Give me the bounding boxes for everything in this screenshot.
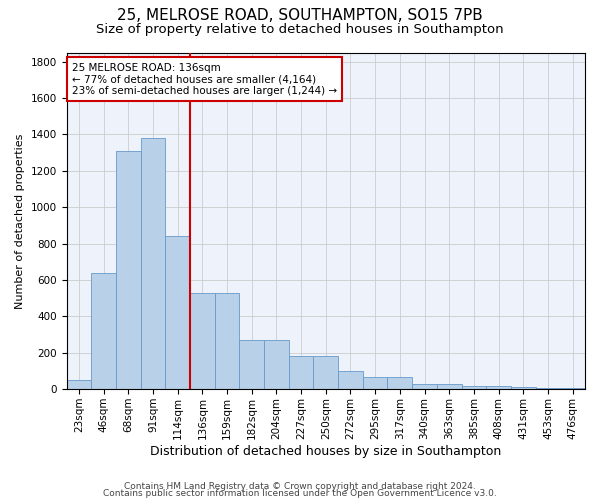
Bar xyxy=(116,151,140,389)
Text: Contains public sector information licensed under the Open Government Licence v3: Contains public sector information licen… xyxy=(103,489,497,498)
Text: Contains HM Land Registry data © Crown copyright and database right 2024.: Contains HM Land Registry data © Crown c… xyxy=(124,482,476,491)
Bar xyxy=(215,292,239,389)
Bar xyxy=(264,340,289,389)
Bar xyxy=(140,138,165,389)
Bar xyxy=(560,388,585,389)
Bar xyxy=(91,272,116,389)
Y-axis label: Number of detached properties: Number of detached properties xyxy=(15,133,25,308)
Bar xyxy=(313,356,338,389)
Bar xyxy=(536,388,560,389)
Bar xyxy=(437,384,461,389)
Bar xyxy=(190,292,215,389)
Bar xyxy=(363,378,388,389)
Bar xyxy=(67,380,91,389)
X-axis label: Distribution of detached houses by size in Southampton: Distribution of detached houses by size … xyxy=(150,444,502,458)
Bar xyxy=(388,378,412,389)
Bar xyxy=(511,388,536,389)
Bar xyxy=(239,340,264,389)
Text: 25, MELROSE ROAD, SOUTHAMPTON, SO15 7PB: 25, MELROSE ROAD, SOUTHAMPTON, SO15 7PB xyxy=(117,8,483,22)
Bar xyxy=(289,356,313,389)
Bar xyxy=(461,386,486,389)
Bar xyxy=(165,236,190,389)
Bar xyxy=(338,371,363,389)
Text: 25 MELROSE ROAD: 136sqm
← 77% of detached houses are smaller (4,164)
23% of semi: 25 MELROSE ROAD: 136sqm ← 77% of detache… xyxy=(72,62,337,96)
Bar xyxy=(412,384,437,389)
Text: Size of property relative to detached houses in Southampton: Size of property relative to detached ho… xyxy=(96,22,504,36)
Bar xyxy=(486,386,511,389)
